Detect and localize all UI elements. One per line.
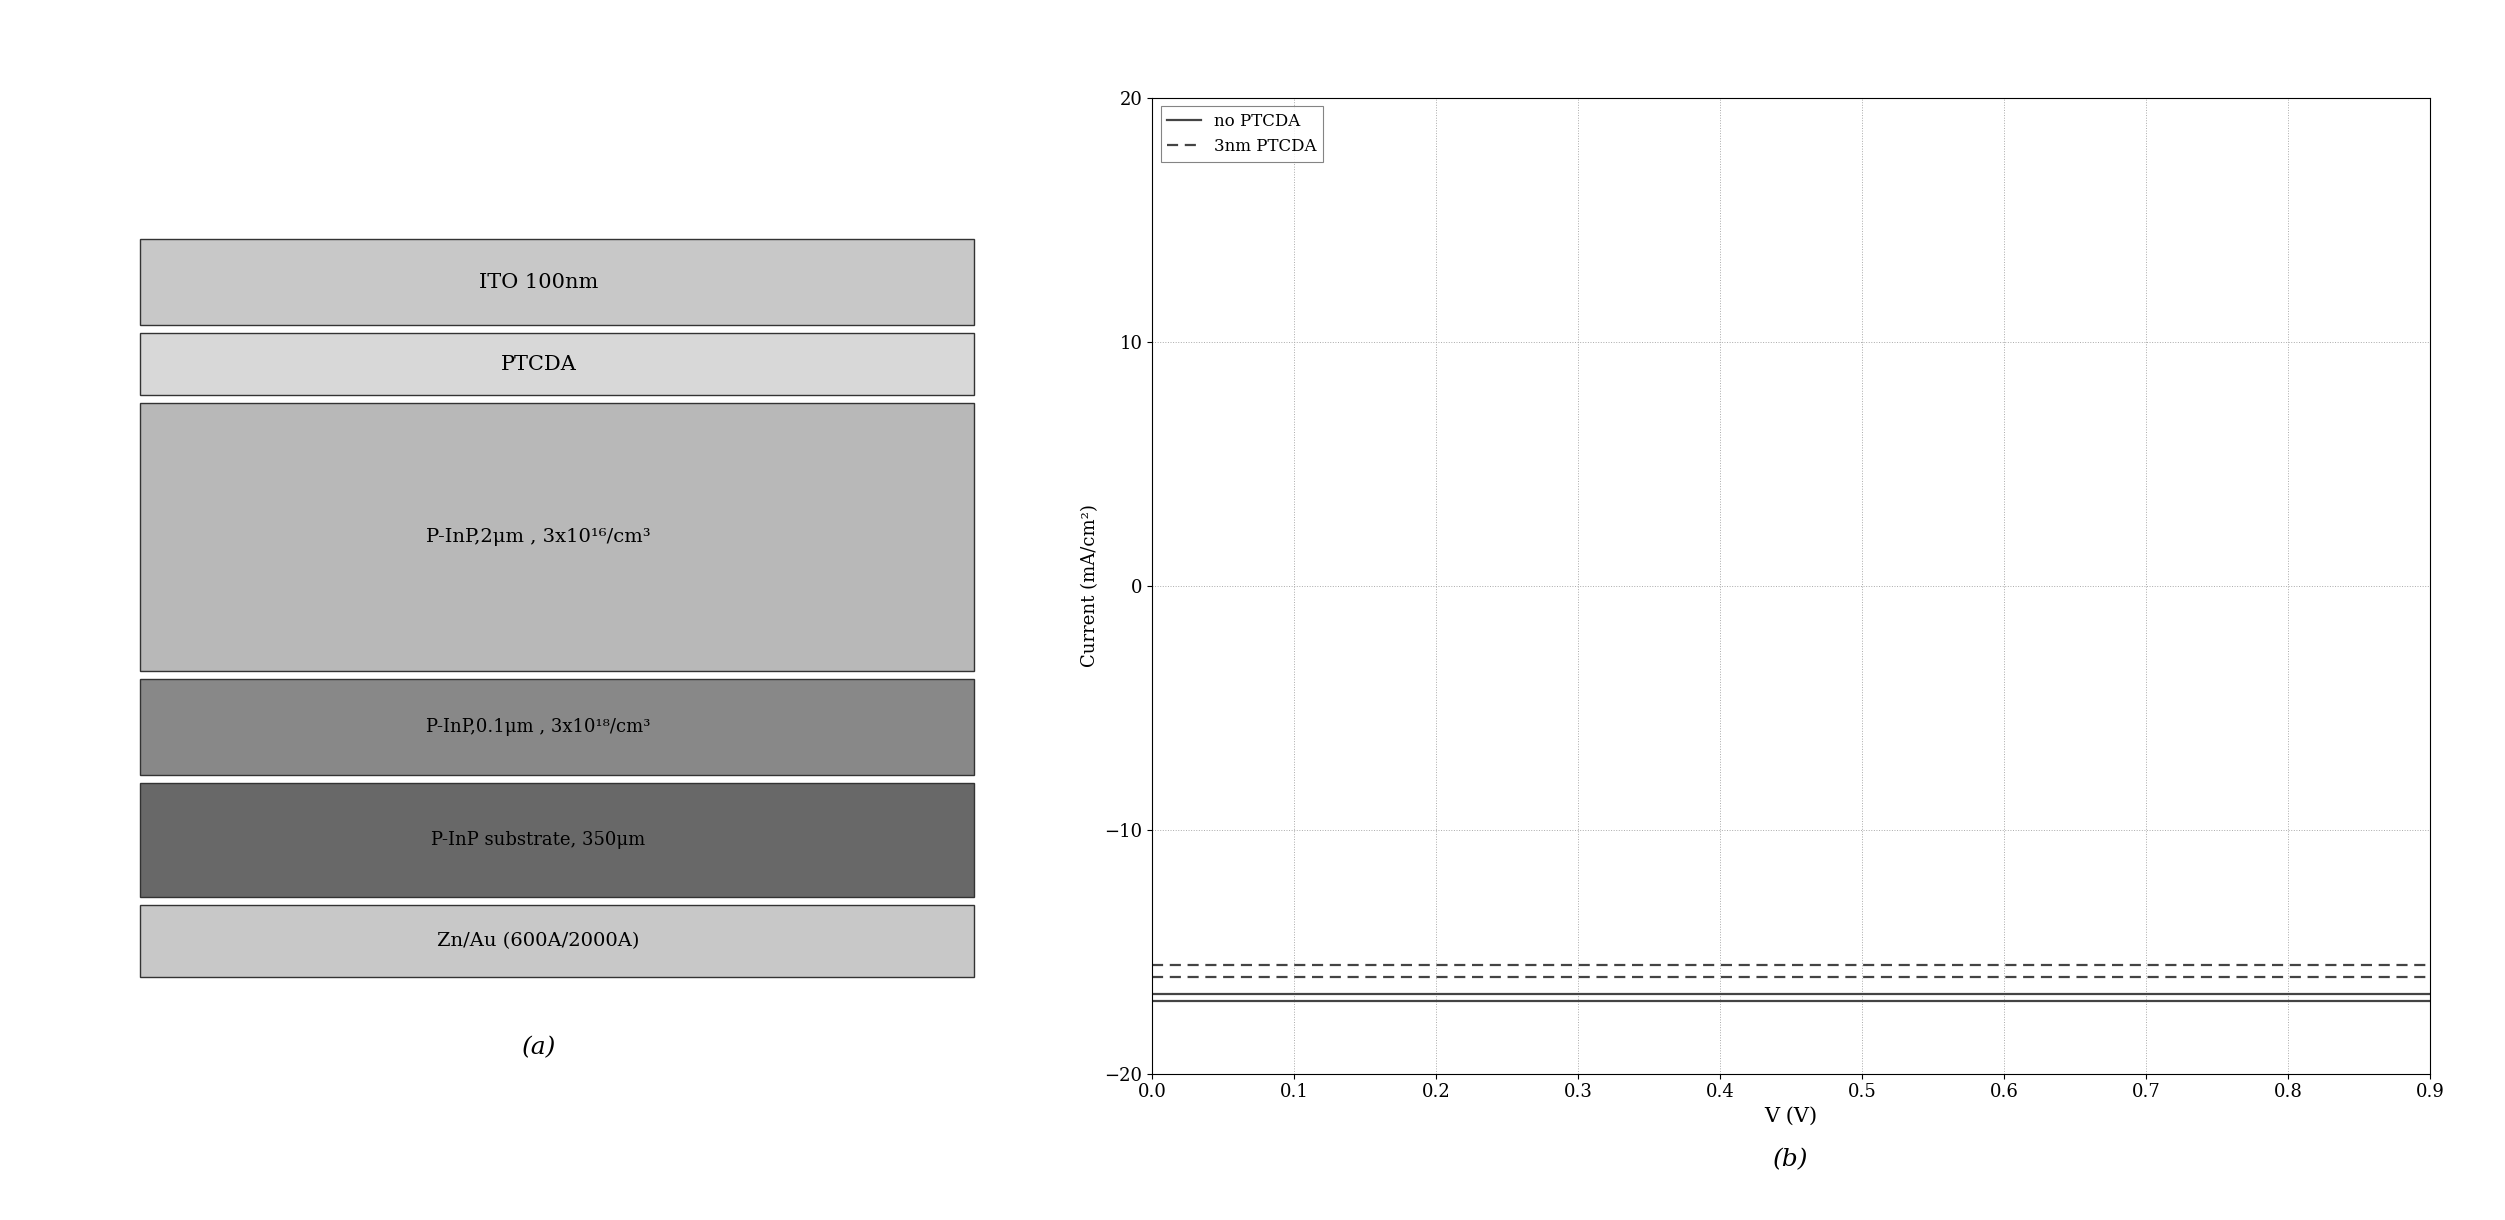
Text: P-InP,2μm , 3x10¹⁶/cm³: P-InP,2μm , 3x10¹⁶/cm³ [426, 528, 651, 547]
Bar [140, 905, 974, 977]
Text: (a): (a) [521, 1036, 556, 1059]
Bar [140, 239, 974, 326]
Text: ITO 100nm: ITO 100nm [478, 273, 599, 292]
Text: P-InP substrate, 350μm: P-InP substrate, 350μm [431, 831, 646, 849]
Bar [140, 403, 974, 671]
Text: P-InP,0.1μm , 3x10¹⁸/cm³: P-InP,0.1μm , 3x10¹⁸/cm³ [426, 717, 651, 736]
Text: (b): (b) [1774, 1148, 1809, 1171]
Text: Zn/Au (600A/2000A): Zn/Au (600A/2000A) [438, 932, 639, 950]
Legend: no PTCDA, 3nm PTCDA: no PTCDA, 3nm PTCDA [1160, 106, 1323, 161]
Bar [140, 782, 974, 898]
X-axis label: V (V): V (V) [1764, 1107, 1819, 1126]
Bar [140, 680, 974, 775]
Text: PTCDA: PTCDA [501, 355, 576, 373]
Bar [140, 333, 974, 395]
Y-axis label: Current (mA/cm²): Current (mA/cm²) [1080, 504, 1100, 667]
